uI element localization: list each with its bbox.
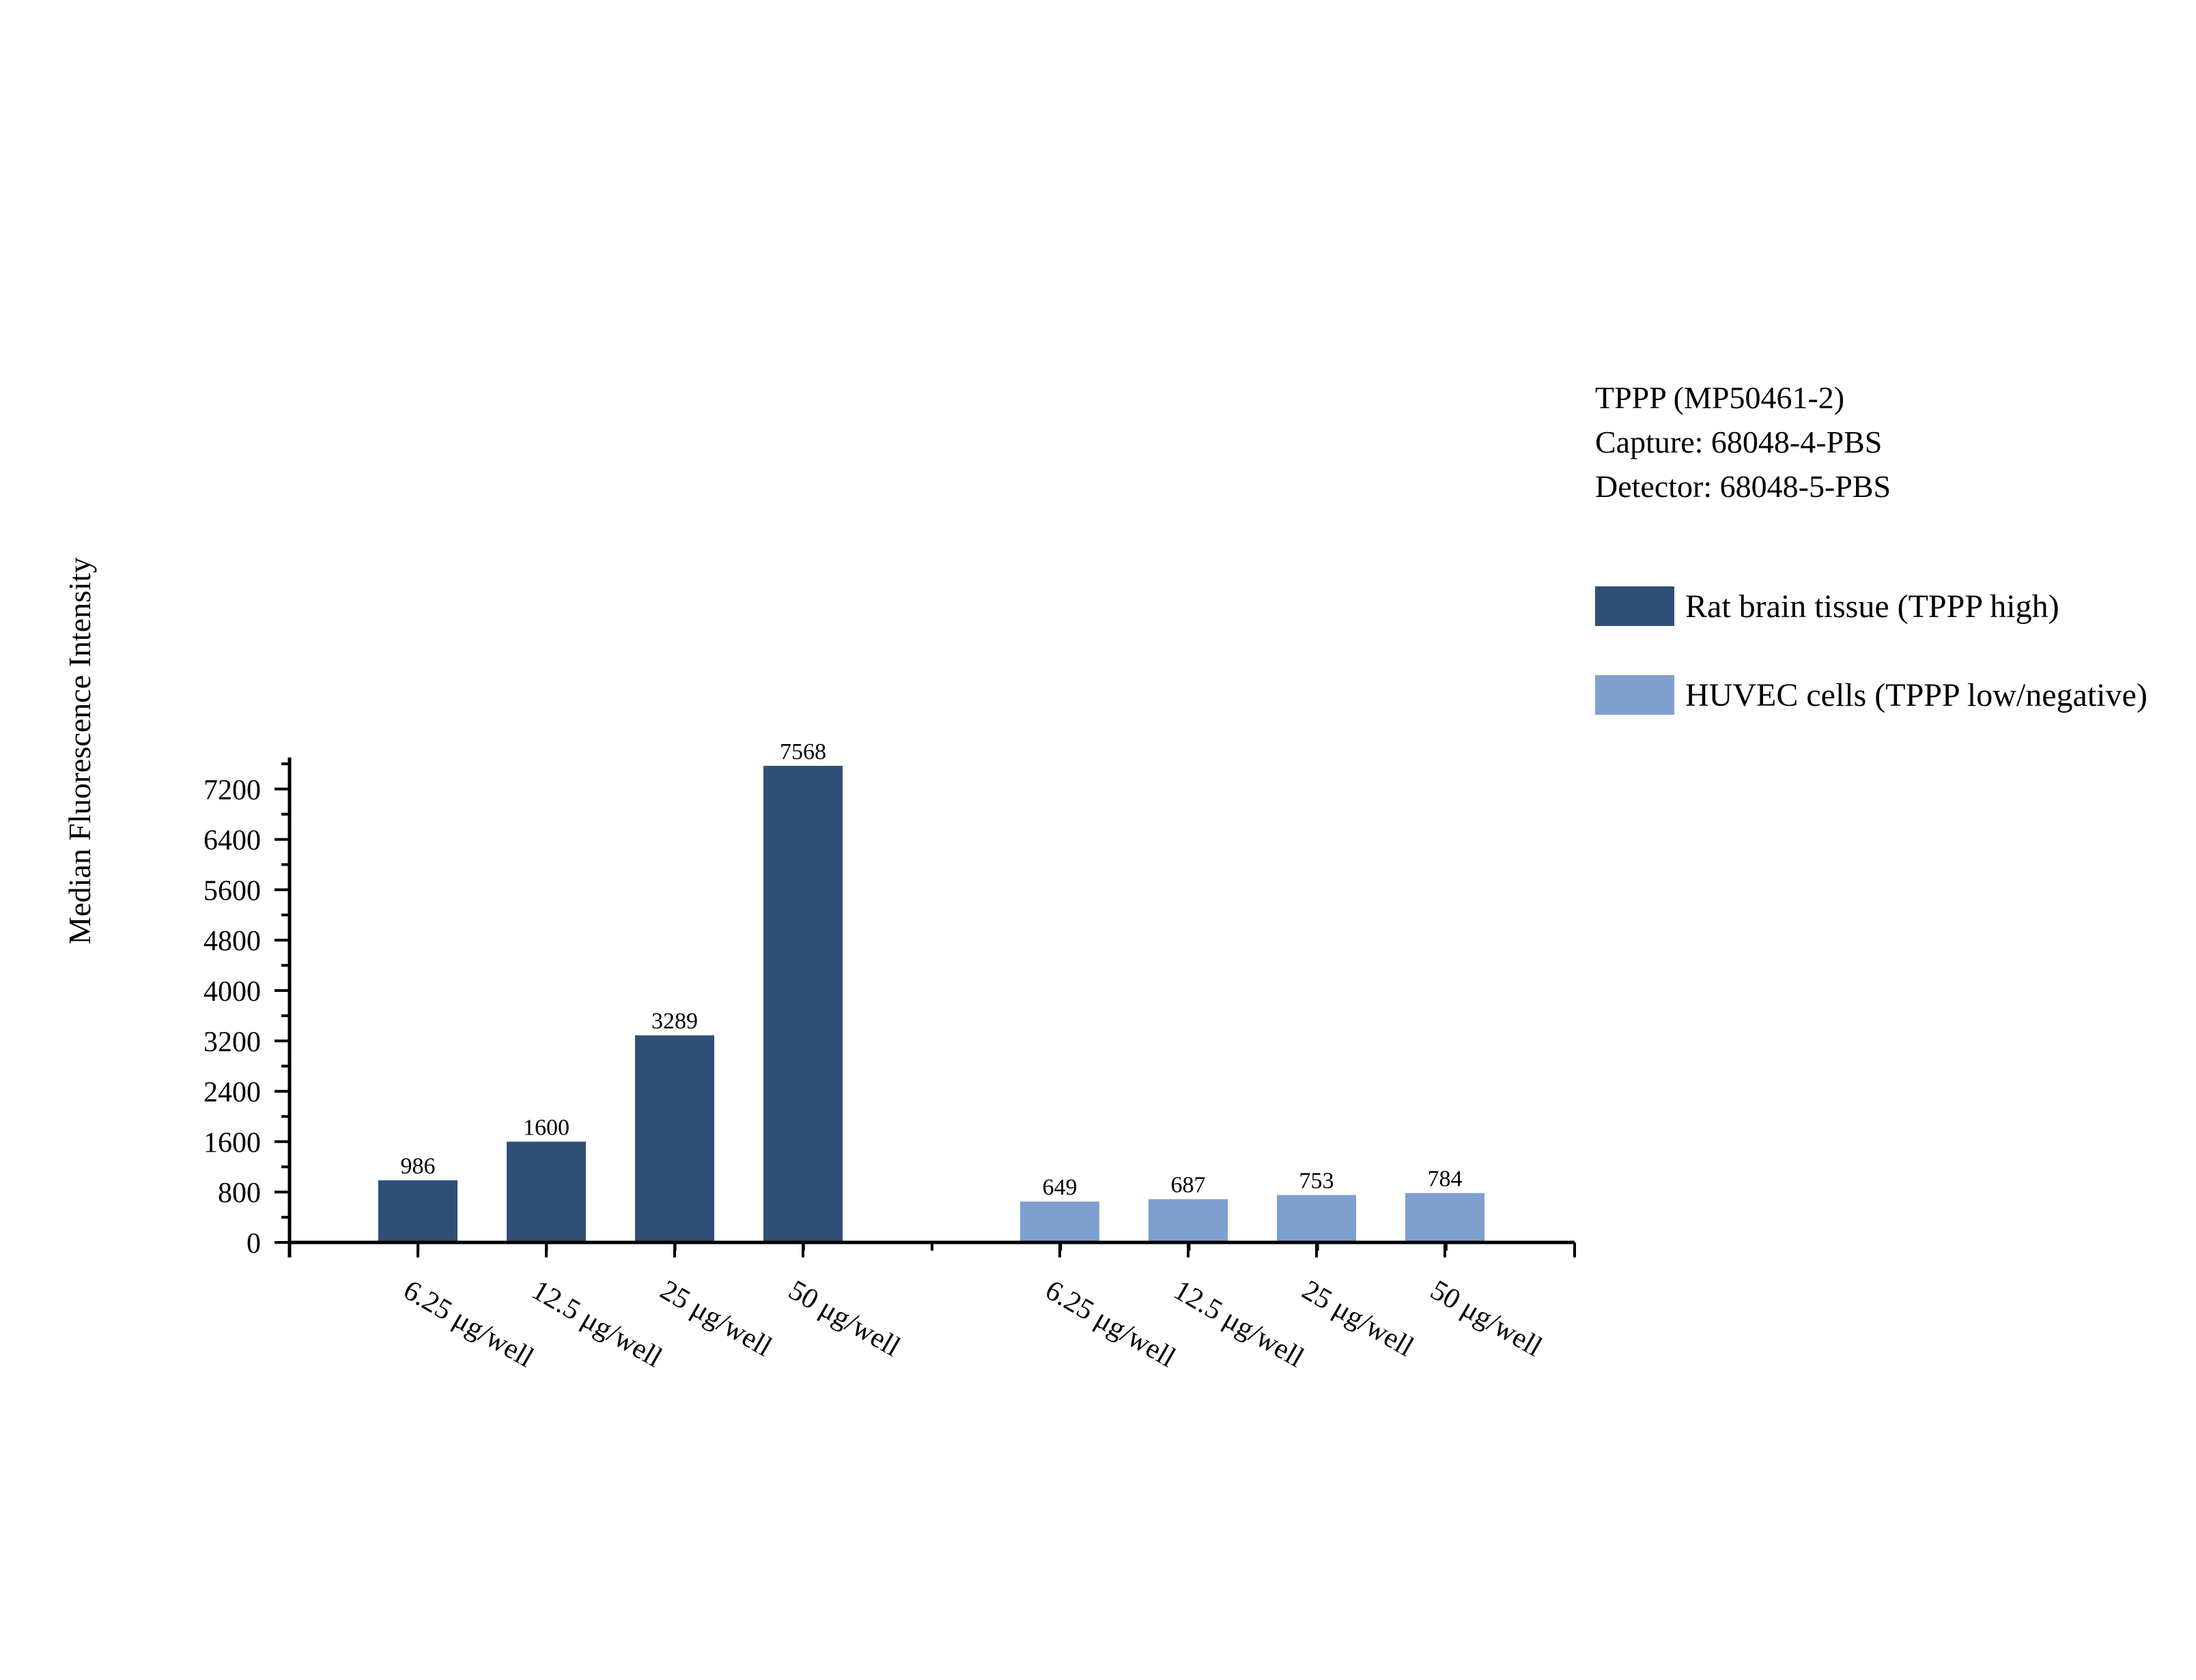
bar-huvec	[1149, 1199, 1228, 1242]
y-tick-label: 0	[247, 1228, 261, 1259]
y-tick-label: 7200	[203, 775, 261, 806]
bars	[378, 765, 1484, 1242]
x-category-label: 12.5 μg/well	[1168, 1275, 1309, 1374]
bar-value-label: 784	[1428, 1167, 1463, 1192]
bar-value-label: 1600	[523, 1115, 569, 1140]
x-category-label: 50 μg/well	[783, 1275, 905, 1363]
bar-value-label: 7568	[780, 739, 826, 765]
y-tick-label: 4800	[203, 926, 261, 957]
y-tick-label: 800	[218, 1178, 261, 1209]
legend-label-huvec: HUVEC cells (TPPP low/negative)	[1685, 677, 2148, 713]
axis-ticks: 0 800 1600 2400 3200 4000 4800 5600 6400 7200	[203, 762, 1576, 1259]
bar-rat-brain	[507, 1141, 586, 1242]
y-tick-label: 2400	[203, 1077, 261, 1109]
info-line-3: Detector: 68048-5-PBS	[1595, 469, 1891, 504]
data-labels: 986 1600 3289 7568 649 687 753 784	[401, 739, 1463, 1200]
x-category-label: 25 μg/well	[1297, 1275, 1419, 1363]
axes	[287, 757, 1575, 1257]
x-category-label: 6.25 μg/well	[398, 1275, 539, 1374]
info-line-1: TPPP (MP50461-2)	[1595, 380, 1845, 415]
bar-huvec	[1405, 1193, 1484, 1242]
y-tick-label: 1600	[203, 1127, 261, 1158]
y-axis-title-group: Median Fluorescence Intensity	[62, 557, 97, 944]
bar-rat-brain	[378, 1180, 458, 1242]
x-category-label: 50 μg/well	[1425, 1275, 1547, 1363]
legend-swatch-rat-brain	[1595, 586, 1674, 626]
info-line-2: Capture: 68048-4-PBS	[1595, 425, 1883, 459]
legend-label-rat-brain: Rat brain tissue (TPPP high)	[1685, 588, 2059, 625]
x-category-label: 6.25 μg/well	[1040, 1275, 1181, 1374]
y-axis-title: Median Fluorescence Intensity	[62, 557, 97, 944]
legend-item-rat-brain: Rat brain tissue (TPPP high)	[1595, 586, 2059, 627]
legend-item-huvec: HUVEC cells (TPPP low/negative)	[1595, 674, 2148, 715]
bar-huvec	[1277, 1195, 1356, 1242]
bar-value-label: 986	[401, 1154, 436, 1179]
bar-rat-brain	[763, 765, 843, 1242]
y-tick-label: 5600	[203, 875, 261, 907]
bar-value-label: 649	[1043, 1175, 1078, 1200]
bar-value-label: 3289	[651, 1009, 698, 1034]
bar-huvec	[1020, 1201, 1099, 1242]
legend-swatch-huvec	[1595, 675, 1674, 715]
bar-rat-brain	[635, 1035, 714, 1242]
y-tick-label: 3200	[203, 1027, 261, 1058]
y-tick-label: 4000	[203, 976, 261, 1008]
y-tick-label: 6400	[203, 825, 261, 857]
x-category-label: 25 μg/well	[655, 1275, 777, 1363]
x-category-label: 12.5 μg/well	[526, 1275, 667, 1374]
bar-value-label: 753	[1299, 1169, 1334, 1194]
bar-value-label: 687	[1171, 1173, 1206, 1198]
